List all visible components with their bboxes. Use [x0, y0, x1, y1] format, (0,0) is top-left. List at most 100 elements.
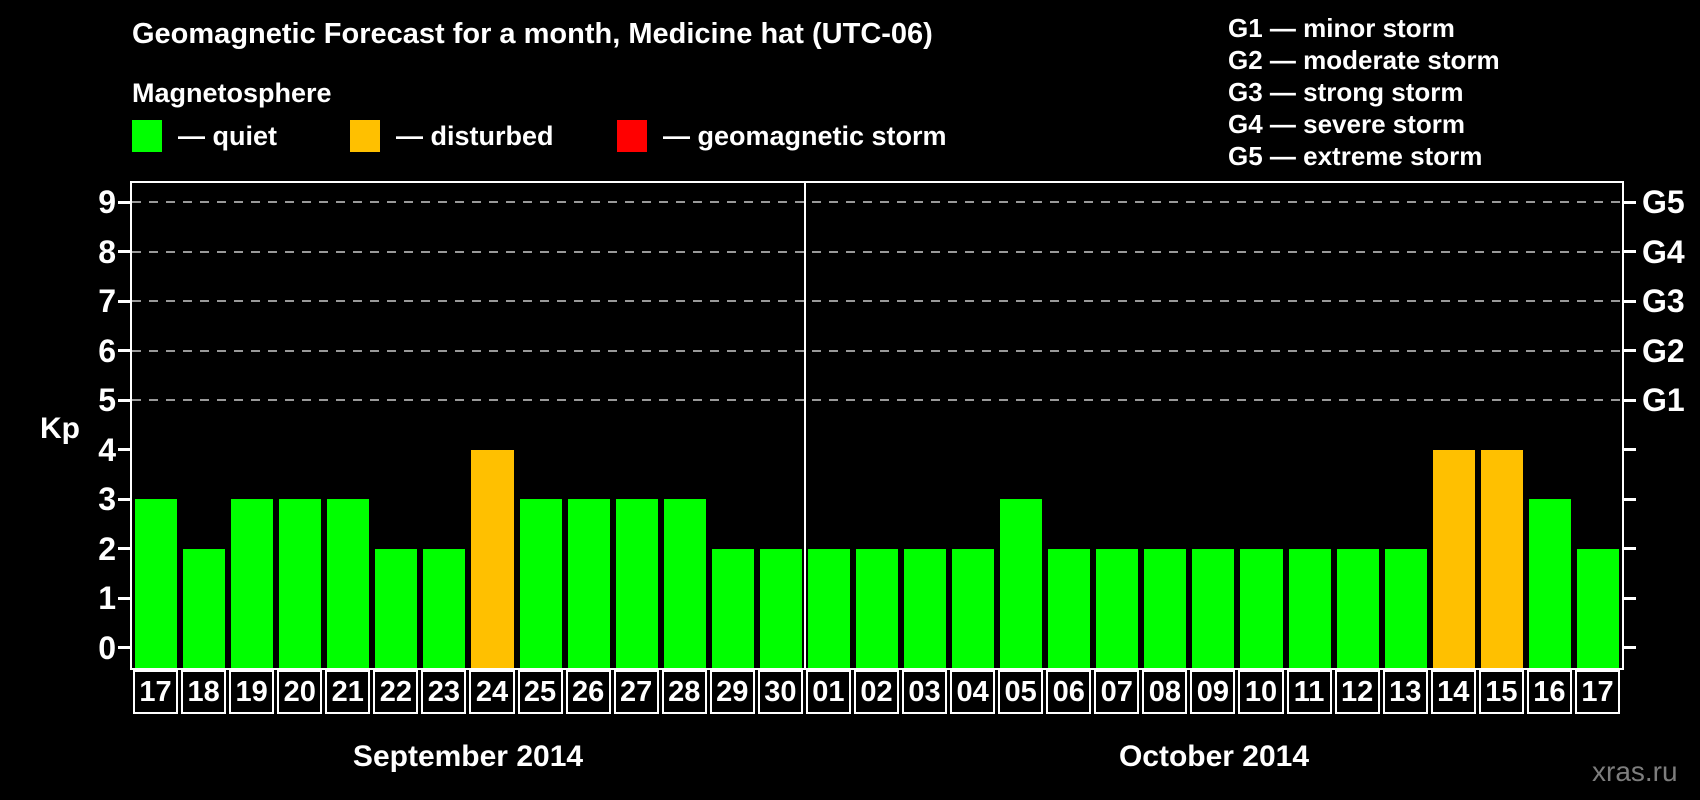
ytick-label-8: 8 — [98, 233, 116, 270]
right-tick-6 — [1624, 349, 1636, 352]
day-box-06: 06 — [1046, 670, 1092, 714]
kp-bar-day-21 — [327, 499, 370, 668]
watermark: xras.ru — [1592, 756, 1678, 787]
g-legend-line-3: G3 — strong storm — [1228, 77, 1464, 107]
kp-bar-day-09 — [1192, 548, 1235, 668]
day-box-17: 17 — [1574, 670, 1620, 714]
magnetosphere-legend: — quiet — disturbed — geomagnetic storm — [0, 120, 1100, 160]
left-tick-3 — [118, 497, 130, 501]
kp-bar-day-23 — [423, 548, 466, 668]
y-axis-label: Kp — [40, 412, 80, 445]
kp-bar-day-19 — [231, 499, 274, 668]
left-tick-2 — [118, 547, 130, 550]
month-label-october: October 2014 — [1118, 740, 1310, 773]
kp-bar-day-16 — [1528, 499, 1571, 668]
g-legend-line-4: G4 — severe storm — [1228, 109, 1466, 139]
day-box-07: 07 — [1094, 670, 1140, 714]
day-box-21: 21 — [325, 670, 371, 714]
right-tick-3 — [1624, 497, 1636, 501]
kp-bar-day-20 — [279, 499, 322, 668]
day-box-22: 22 — [373, 670, 419, 714]
kp-bar-day-24 — [471, 449, 514, 668]
ytick-label-0: 0 — [98, 629, 116, 666]
left-tick-8 — [118, 250, 130, 253]
ytick-label-7: 7 — [98, 283, 116, 319]
chart-title: Geomagnetic Forecast for a month, Medici… — [132, 18, 933, 50]
right-tick-9 — [1624, 200, 1636, 204]
right-tick-7 — [1624, 299, 1636, 303]
kp-bar-day-29 — [711, 548, 754, 668]
g-axis-label-g5: G5 — [1642, 184, 1685, 220]
day-box-27: 27 — [613, 670, 659, 714]
day-box-19: 19 — [229, 670, 275, 714]
g-scale-legend: G1 — minor storm G2 — moderate storm G3 — … — [1228, 12, 1500, 172]
kp-bar-day-12 — [1336, 548, 1379, 668]
kp-bar-day-13 — [1384, 548, 1427, 668]
legend-label-storm: — geomagnetic storm — [663, 120, 947, 151]
magnetosphere-label: Magnetosphere — [132, 78, 332, 108]
kp-bar-day-25 — [519, 499, 562, 668]
legend-item-quiet: — quiet — [132, 120, 277, 152]
ytick-label-1: 1 — [98, 580, 116, 616]
kp-bar-day-11 — [1288, 548, 1331, 668]
day-box-04: 04 — [950, 670, 996, 714]
g-legend-line-1: G1 — minor storm — [1228, 13, 1455, 43]
kp-bar-day-26 — [567, 499, 610, 668]
gridline-kp9 — [132, 201, 1622, 203]
gridline-kp6 — [132, 349, 1622, 352]
g-axis-label-g3: G3 — [1642, 283, 1685, 319]
g-legend-line-5: G5 — extreme storm — [1228, 141, 1483, 171]
kp-bar-day-28 — [663, 499, 706, 668]
legend-item-disturbed: — disturbed — [350, 120, 554, 152]
day-box-11: 11 — [1286, 670, 1332, 714]
day-box-24: 24 — [469, 670, 515, 714]
day-box-02: 02 — [853, 670, 900, 714]
kp-bar-day-27 — [615, 499, 658, 668]
kp-bar-day-05 — [1000, 499, 1043, 668]
left-tick-5 — [118, 398, 130, 402]
legend-item-storm: — geomagnetic storm — [617, 120, 947, 152]
kp-bar-day-03 — [904, 548, 947, 668]
kp-bar-day-10 — [1240, 548, 1283, 668]
ytick-label-6: 6 — [98, 332, 116, 369]
plot-area — [130, 181, 1624, 670]
kp-bar-day-18 — [183, 548, 226, 668]
month-label-september: September 2014 — [352, 740, 584, 773]
gridline-kp5 — [132, 399, 1622, 401]
day-box-18: 18 — [181, 670, 227, 714]
day-box-13: 13 — [1382, 670, 1428, 714]
kp-bar-day-02 — [855, 548, 899, 668]
right-tick-4 — [1624, 448, 1636, 451]
day-box-26: 26 — [565, 670, 611, 714]
g-legend-line-2: G2 — moderate storm — [1228, 45, 1500, 75]
kp-bar-day-30 — [759, 548, 802, 668]
quiet-swatch-icon — [132, 120, 162, 152]
month-divider-line — [803, 183, 806, 668]
day-box-25: 25 — [517, 670, 563, 714]
right-tick-2 — [1624, 547, 1636, 550]
ytick-label-2: 2 — [98, 530, 116, 567]
day-box-05: 05 — [998, 670, 1044, 714]
kp-bar-day-15 — [1480, 449, 1523, 668]
left-tick-0 — [118, 646, 130, 649]
right-tick-5 — [1624, 398, 1636, 402]
kp-bar-day-17 — [135, 499, 178, 668]
day-box-12: 12 — [1334, 670, 1380, 714]
legend-label-disturbed: — disturbed — [396, 120, 554, 151]
day-box-15: 15 — [1478, 670, 1524, 714]
day-box-10: 10 — [1238, 670, 1284, 714]
left-tick-7 — [118, 299, 130, 303]
legend-label-quiet: — quiet — [178, 120, 277, 151]
day-box-09: 09 — [1190, 670, 1236, 714]
day-box-20: 20 — [277, 670, 323, 714]
storm-swatch-icon — [617, 120, 647, 152]
left-tick-1 — [118, 596, 130, 600]
left-tick-9 — [118, 200, 130, 204]
day-box-28: 28 — [661, 670, 707, 714]
day-box-14: 14 — [1430, 670, 1476, 714]
kp-bar-day-07 — [1096, 548, 1139, 668]
gridline-kp8 — [132, 250, 1622, 253]
gridline-kp7 — [132, 300, 1622, 302]
ytick-label-4: 4 — [98, 431, 116, 468]
day-box-01: 01 — [805, 670, 851, 714]
